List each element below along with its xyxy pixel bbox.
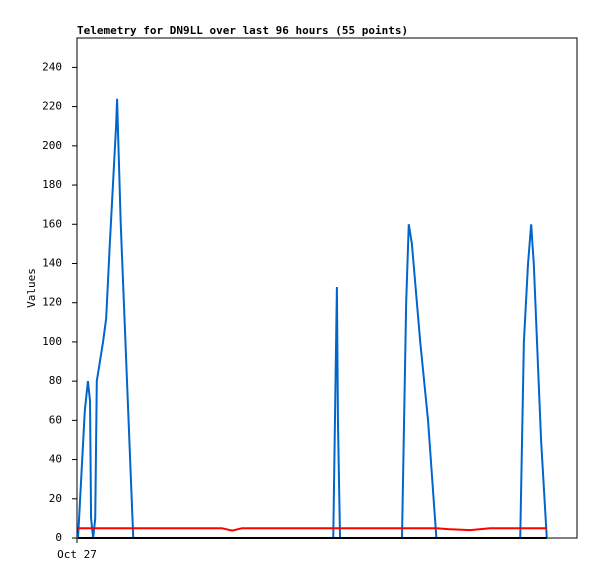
y-tick-label: 0	[55, 531, 62, 544]
y-tick-label: 160	[42, 217, 62, 230]
y-tick-label: 220	[42, 100, 62, 113]
plot-frame	[76, 37, 578, 539]
y-tick-label: 80	[49, 374, 62, 387]
y-tick-label: 120	[42, 296, 62, 309]
y-tick-label: 100	[42, 335, 62, 348]
y-tick-label: 200	[42, 139, 62, 152]
y-tick-label: 20	[49, 492, 62, 505]
y-axis-label: Values	[25, 268, 38, 308]
y-tick-label: 140	[42, 256, 62, 269]
y-tick-label: 180	[42, 178, 62, 191]
y-tick-label: 60	[49, 413, 62, 426]
y-tick-label: 240	[42, 60, 62, 73]
y-tick-label: 40	[49, 453, 62, 466]
series-line	[78, 527, 547, 532]
chart-title: Telemetry for DN9LL over last 96 hours (…	[77, 24, 408, 37]
x-tick-label: Oct 27	[57, 548, 97, 561]
series-line	[77, 98, 548, 539]
